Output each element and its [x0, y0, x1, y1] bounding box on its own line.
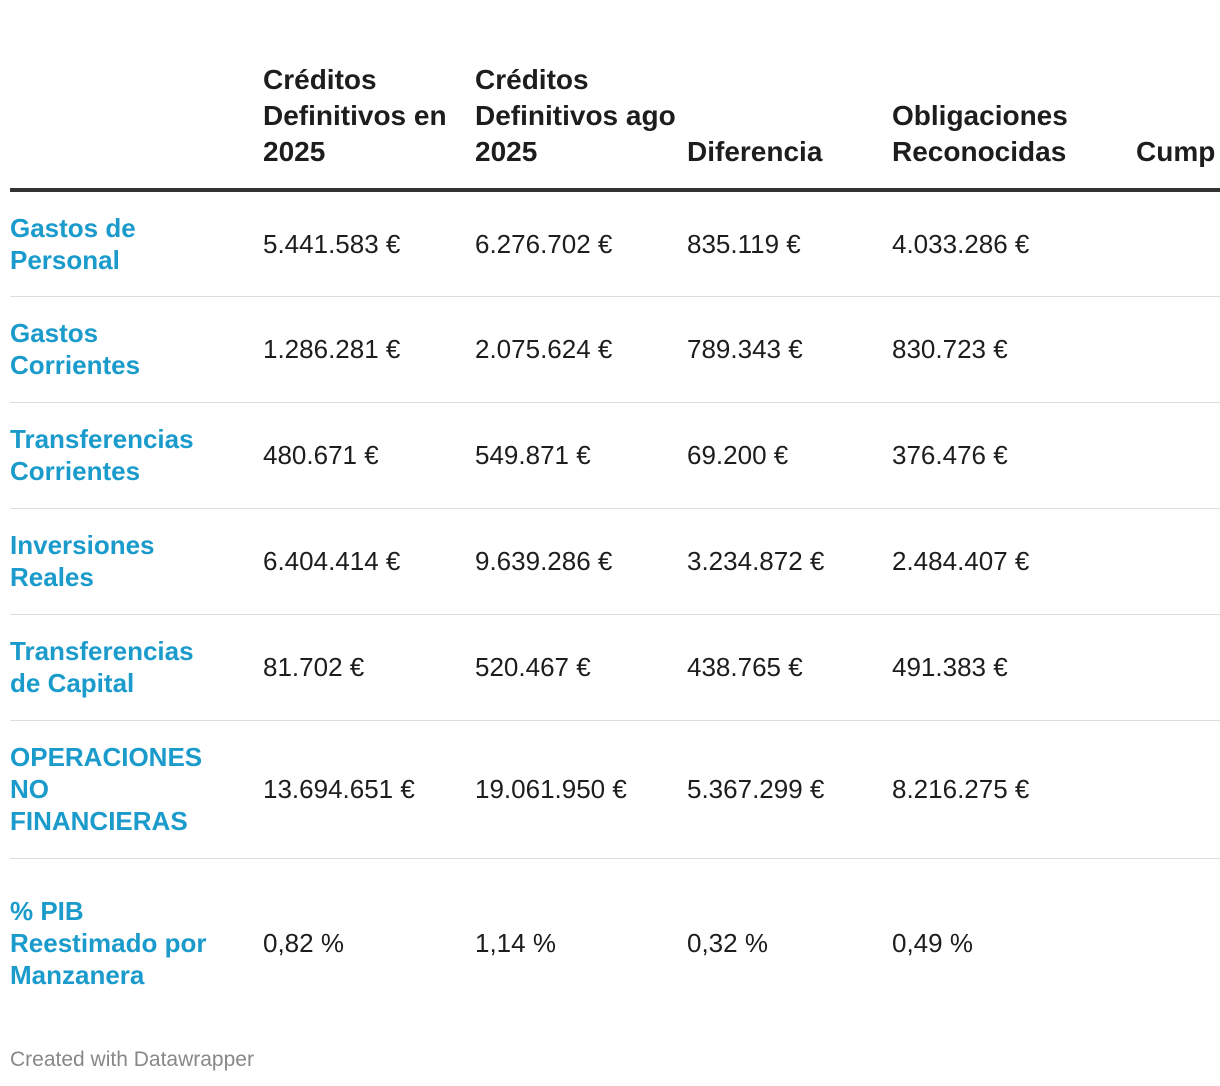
table-cell	[1136, 858, 1220, 1028]
header-row: Créditos Definitivos en 2025 Créditos De…	[10, 0, 1220, 192]
table-cell: 81.702 €	[263, 614, 475, 721]
table-cell: 835.119 €	[687, 190, 892, 297]
table-cell: 4.033.286 €	[892, 190, 1136, 297]
table-cell: 0,82 %	[263, 928, 344, 959]
table-cell: 438.765 €	[687, 614, 892, 721]
table-cell: 549.871 €	[475, 402, 687, 509]
row-label: Gastos Corrientes	[10, 296, 263, 403]
table-cell: 480.671 €	[263, 402, 475, 509]
table-cell: 5.367.299 €	[687, 720, 892, 859]
table-cell: 1.286.281 €	[263, 296, 475, 403]
column-header-creditos-definitivos-2025[interactable]: Créditos Definitivos en 2025	[263, 0, 475, 192]
table-row: Transferencias Corrientes 480.671 € 549.…	[10, 402, 1220, 509]
table-row: OPERACIONES NO FINANCIERAS 13.694.651 € …	[10, 720, 1220, 859]
table-cell	[1136, 402, 1220, 509]
table-cell	[1136, 296, 1220, 403]
row-label: Transferencias de Capital	[10, 614, 263, 721]
table-cell: 69.200 €	[687, 402, 892, 509]
table-row: Inversiones Reales 6.404.414 € 9.639.286…	[10, 508, 1220, 615]
table-cell: 2.484.407 €	[892, 508, 1136, 615]
datawrapper-credit-link[interactable]: Created with Datawrapper	[10, 1048, 254, 1071]
table-cell: 6.404.414 €	[263, 508, 475, 615]
table-cell: 0,32 %	[687, 928, 768, 959]
table-cell: 3.234.872 €	[687, 508, 892, 615]
table-cell: 6.276.702 €	[475, 190, 687, 297]
column-header-label	[10, 0, 263, 192]
table-cell	[1136, 614, 1220, 721]
table-cell: 789.343 €	[687, 296, 892, 403]
column-header-cumplimiento[interactable]: Cump	[1136, 0, 1220, 192]
table-cell: 0,49 %	[892, 928, 973, 959]
table-cell: 13.694.651 €	[263, 720, 475, 859]
table-cell: 8.216.275 €	[892, 720, 1136, 859]
column-header-diferencia[interactable]: Diferencia	[687, 0, 892, 192]
row-label: OPERACIONES NO FINANCIERAS	[10, 720, 263, 859]
row-label: Gastos de Personal	[10, 190, 263, 297]
table-cell: 9.639.286 €	[475, 508, 687, 615]
table-cell: 5.441.583 €	[263, 190, 475, 297]
row-label: Transferencias Corrientes	[10, 402, 263, 509]
row-label: % PIB Reestimado por Manzanera	[10, 896, 207, 991]
table-cell: 2.075.624 €	[475, 296, 687, 403]
table-cell: 19.061.950 €	[475, 720, 687, 859]
table-row: Gastos Corrientes 1.286.281 € 2.075.624 …	[10, 296, 1220, 403]
budget-table: Créditos Definitivos en 2025 Créditos De…	[10, 0, 1220, 1028]
table-container: Créditos Definitivos en 2025 Créditos De…	[10, 0, 1220, 1028]
table-row: % PIB Reestimado por Manzanera 0,82 % 1,…	[10, 858, 1220, 1028]
table-cell: 491.383 €	[892, 614, 1136, 721]
table-row: Gastos de Personal 5.441.583 € 6.276.702…	[10, 190, 1220, 297]
table-cell: 1,14 %	[475, 928, 556, 959]
table-cell: 520.467 €	[475, 614, 687, 721]
table-cell	[1136, 720, 1220, 859]
column-header-creditos-definitivos-ago-2025[interactable]: Créditos Definitivos ago 2025	[475, 0, 687, 192]
table-cell	[1136, 190, 1220, 297]
column-header-obligaciones-reconocidas[interactable]: Obligaciones Reconocidas	[892, 0, 1136, 192]
table-row: Transferencias de Capital 81.702 € 520.4…	[10, 614, 1220, 721]
row-label: Inversiones Reales	[10, 508, 263, 615]
table-cell: 830.723 €	[892, 296, 1136, 403]
table-cell: 376.476 €	[892, 402, 1136, 509]
table-cell	[1136, 508, 1220, 615]
